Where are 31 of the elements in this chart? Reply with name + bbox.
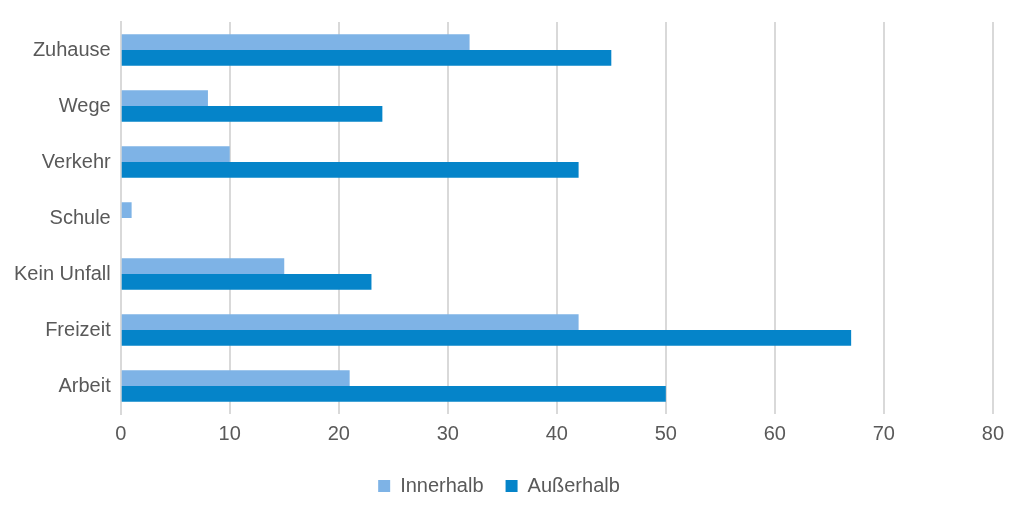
bar	[121, 370, 350, 386]
legend-label: Außerhalb	[527, 473, 620, 496]
y-tick-label: Schule	[49, 205, 111, 228]
x-tick-label: 40	[545, 421, 568, 444]
bar	[121, 90, 208, 106]
x-tick-label: 50	[654, 421, 677, 444]
x-tick-label: 70	[872, 421, 895, 444]
bar	[121, 386, 666, 402]
x-tick-label: 0	[115, 421, 127, 444]
y-tick-label: Verkehr	[41, 149, 112, 172]
bar	[121, 146, 230, 162]
bar	[121, 34, 470, 50]
x-tick-label: 20	[327, 421, 350, 444]
legend-label: Innerhalb	[400, 473, 484, 496]
y-tick-label: Arbeit	[58, 373, 112, 396]
y-tick-label: Zuhause	[32, 37, 111, 60]
x-tick-label: 10	[218, 421, 241, 444]
bar	[121, 162, 579, 178]
x-tick-label: 80	[981, 421, 1004, 444]
bar	[121, 106, 383, 122]
bar	[121, 330, 852, 346]
bar	[121, 274, 372, 290]
bar	[121, 258, 285, 274]
x-tick-label: 30	[436, 421, 459, 444]
x-tick-label: 60	[763, 421, 786, 444]
y-tick-label: Kein Unfall	[14, 261, 111, 284]
y-tick-label: Wege	[58, 93, 111, 116]
bar	[121, 314, 579, 330]
bar	[121, 202, 132, 218]
y-tick-label: Freizeit	[45, 317, 112, 340]
bar	[121, 50, 612, 66]
